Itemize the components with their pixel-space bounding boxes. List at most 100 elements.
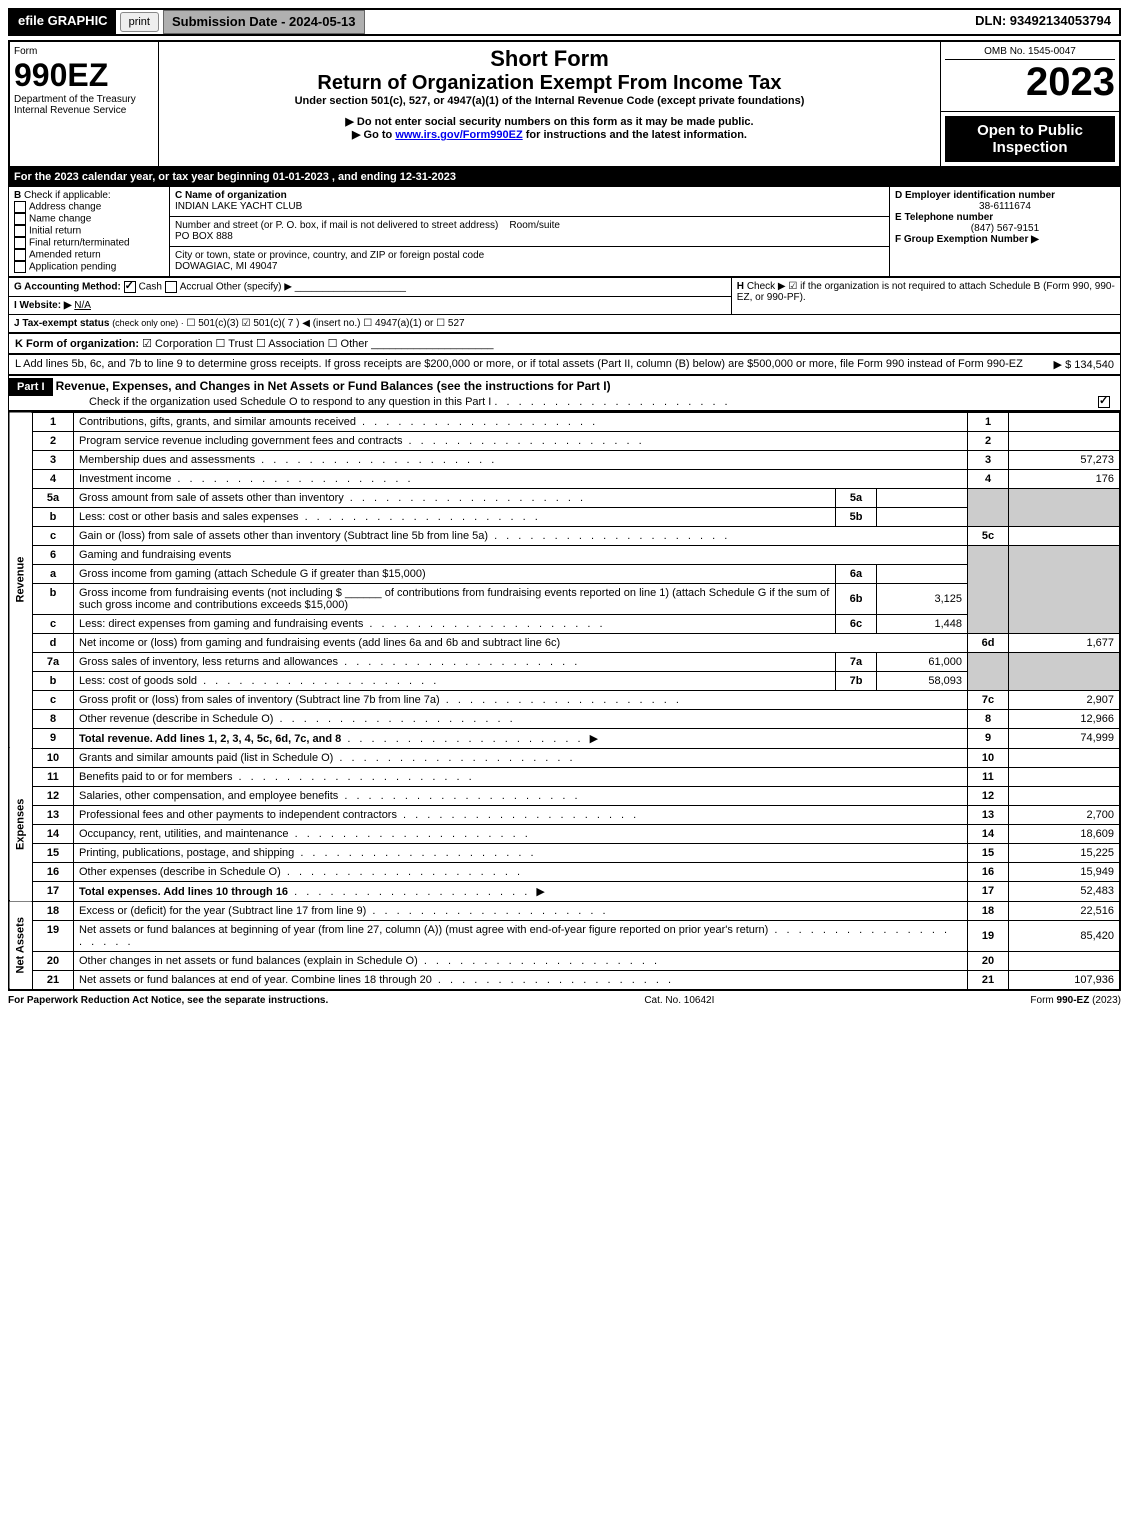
ln2-num: 2 (33, 431, 74, 450)
ln5c-num: c (33, 526, 74, 545)
ln2-desc: Program service revenue including govern… (79, 435, 402, 447)
ln1-box: 1 (968, 412, 1009, 432)
ln10-desc: Grants and similar amounts paid (list in… (79, 752, 333, 764)
ln16-box: 16 (968, 862, 1009, 881)
ln8-box: 8 (968, 709, 1009, 728)
final-return-checkbox[interactable] (14, 237, 26, 249)
irs-link[interactable]: www.irs.gov/Form990EZ (395, 129, 522, 141)
initial-return-checkbox[interactable] (14, 225, 26, 237)
app-pending-checkbox[interactable] (14, 261, 26, 273)
ln3-desc: Membership dues and assessments (79, 454, 255, 466)
ln6b-desc1: Gross income from fundraising events (no… (79, 587, 342, 599)
ln7c-val: 2,907 (1009, 690, 1121, 709)
ln7c-box: 7c (968, 690, 1009, 709)
accrual-checkbox[interactable] (165, 281, 177, 293)
amended-return-label: Amended return (29, 249, 101, 260)
tax-year: 2023 (945, 60, 1115, 105)
app-pending-label: Application pending (29, 261, 116, 272)
dots (289, 828, 531, 840)
ln2-val (1009, 431, 1121, 450)
ln13-desc: Professional fees and other payments to … (79, 809, 397, 821)
dots (294, 847, 536, 859)
ln7a-sub: 7a (836, 652, 877, 671)
footer-right-post: (2023) (1089, 995, 1121, 1006)
phone: (847) 567-9151 (895, 223, 1115, 234)
ln5a-num: 5a (33, 488, 74, 507)
part1-header: Part I Revenue, Expenses, and Changes in… (8, 375, 1121, 411)
print-button[interactable]: print (120, 12, 159, 32)
ln17-box: 17 (968, 881, 1009, 901)
ln14-val: 18,609 (1009, 824, 1121, 843)
other-label: Other (specify) ▶ (216, 281, 292, 292)
ln7a-num: 7a (33, 652, 74, 671)
ln6a-sub: 6a (836, 564, 877, 583)
ln9-box: 9 (968, 728, 1009, 748)
shaded (968, 545, 1009, 633)
form-header: Form 990EZ Department of the Treasury In… (8, 40, 1121, 168)
ln3-box: 3 (968, 450, 1009, 469)
shaded (968, 652, 1009, 690)
ln17-num: 17 (33, 881, 74, 901)
ln7b-sub: 7b (836, 671, 877, 690)
ln7b-desc: Less: cost of goods sold (79, 675, 197, 687)
cash-checkbox[interactable] (124, 281, 136, 293)
k-row: K Form of organization: ☑ Corporation ☐ … (8, 333, 1121, 354)
ln6a-num: a (33, 564, 74, 583)
ln19-val: 85,420 (1009, 920, 1121, 951)
ln12-num: 12 (33, 786, 74, 805)
ln11-box: 11 (968, 767, 1009, 786)
ln6c-sv: 1,448 (877, 614, 968, 633)
shaded (1009, 545, 1121, 633)
ln12-desc: Salaries, other compensation, and employ… (79, 790, 338, 802)
addr-label: Number and street (or P. O. box, if mail… (175, 220, 498, 231)
ln20-box: 20 (968, 951, 1009, 970)
shaded (968, 488, 1009, 526)
name-change-checkbox[interactable] (14, 213, 26, 225)
ln9-val: 74,999 (1009, 728, 1121, 748)
ln10-val (1009, 748, 1121, 767)
f-label: F Group Exemption Number ▶ (895, 234, 1039, 245)
b-title: Check if applicable: (24, 190, 111, 201)
ln7b-num: b (33, 671, 74, 690)
ln17-desc: Total expenses. Add lines 10 through 16 (79, 886, 288, 898)
l-row: L Add lines 5b, 6c, and 7b to line 9 to … (8, 354, 1121, 375)
org-name: INDIAN LAKE YACHT CLUB (175, 201, 302, 212)
ln4-box: 4 (968, 469, 1009, 488)
j-note: (check only one) · (112, 318, 184, 328)
ln7b-sv: 58,093 (877, 671, 968, 690)
ln6b-sv: 3,125 (877, 583, 968, 614)
dots (288, 886, 536, 898)
ln5a-sub: 5a (836, 488, 877, 507)
ln15-val: 15,225 (1009, 843, 1121, 862)
ln4-desc: Investment income (79, 473, 171, 485)
ein: 38-6111674 (895, 201, 1115, 212)
part1-check-note: Check if the organization used Schedule … (89, 396, 491, 408)
ln1-num: 1 (33, 412, 74, 432)
goto-pre: ▶ Go to (352, 129, 395, 141)
netassets-side: Net Assets (9, 901, 33, 990)
dots (338, 656, 580, 668)
ln11-num: 11 (33, 767, 74, 786)
title-under-section: Under section 501(c), 527, or 4947(a)(1)… (163, 95, 936, 107)
addr-change-checkbox[interactable] (14, 201, 26, 213)
ln16-num: 16 (33, 862, 74, 881)
ln13-num: 13 (33, 805, 74, 824)
initial-return-label: Initial return (29, 225, 81, 236)
amended-return-checkbox[interactable] (14, 249, 26, 261)
ln14-box: 14 (968, 824, 1009, 843)
ln10-box: 10 (968, 748, 1009, 767)
k-label: K Form of organization: (15, 338, 139, 350)
ln14-num: 14 (33, 824, 74, 843)
address: PO BOX 888 (175, 231, 233, 242)
dln: DLN: 93492134053794 (967, 10, 1119, 34)
part1-checkbox[interactable] (1098, 396, 1110, 408)
ln6c-num: c (33, 614, 74, 633)
ln15-desc: Printing, publications, postage, and shi… (79, 847, 294, 859)
omb-number: OMB No. 1545-0047 (945, 46, 1115, 60)
footer-left: For Paperwork Reduction Act Notice, see … (8, 995, 328, 1006)
ln6a-desc: Gross income from gaming (attach Schedul… (74, 564, 836, 583)
dots (333, 752, 575, 764)
ln6-num: 6 (33, 545, 74, 564)
j-opts: ☐ 501(c)(3) ☑ 501(c)( 7 ) ◀ (insert no.)… (187, 318, 465, 329)
top-bar: efile GRAPHIC print Submission Date - 20… (8, 8, 1121, 36)
